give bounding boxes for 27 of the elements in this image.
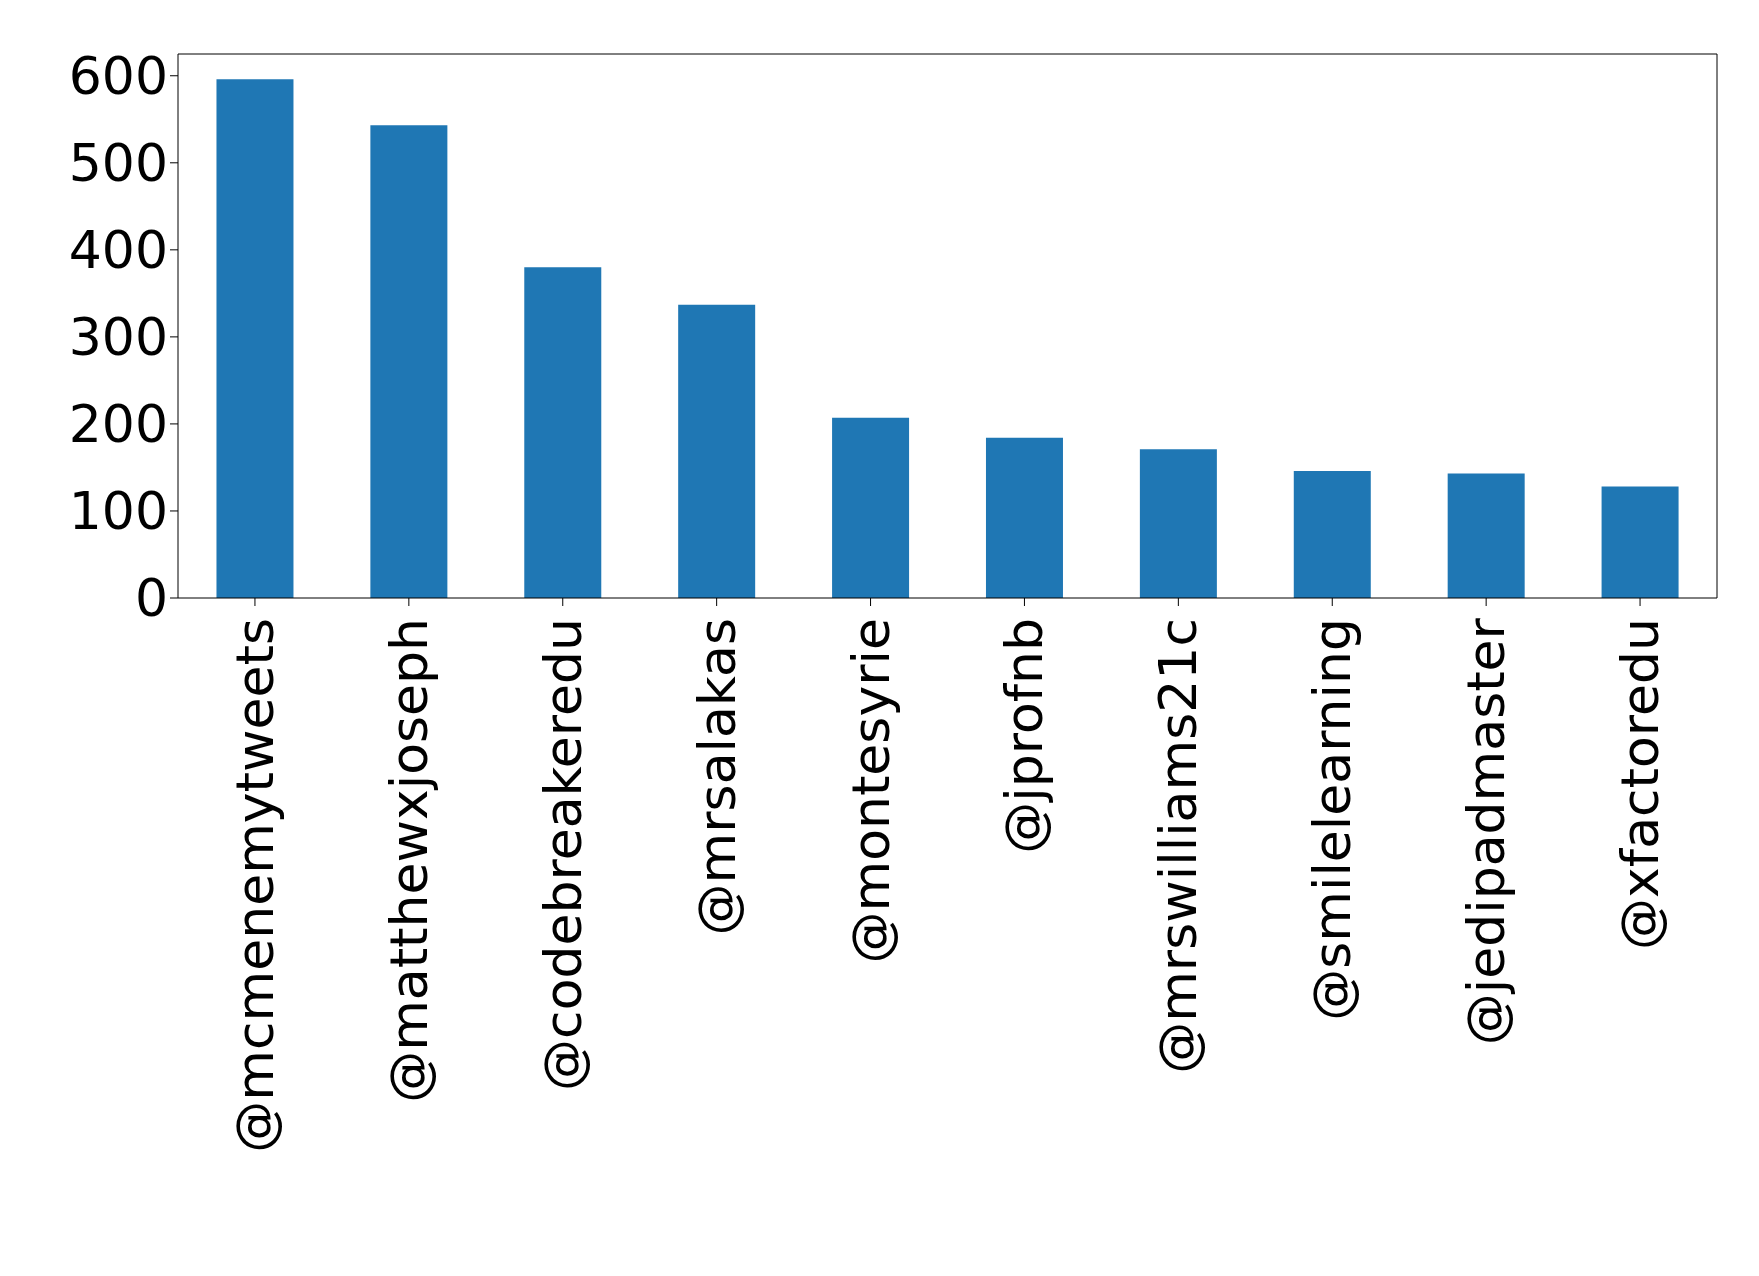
x-tick-label: @matthewxjoseph <box>378 618 439 1103</box>
x-tick-label: @mrswilliams21c <box>1148 618 1209 1074</box>
y-tick-label: 500 <box>68 133 168 194</box>
bar <box>678 304 756 598</box>
bar <box>1601 486 1679 598</box>
x-tick-label: @codebreakeredu <box>532 618 593 1091</box>
x-tick-label: @mrsalakas <box>686 618 747 936</box>
bar <box>1447 473 1525 598</box>
bar <box>832 417 910 598</box>
y-tick-label: 200 <box>68 394 168 455</box>
x-tick-label: @xfactoredu <box>1610 618 1671 950</box>
bar <box>524 267 602 598</box>
y-tick-label: 400 <box>68 220 168 281</box>
bar <box>216 79 294 598</box>
y-tick-label: 100 <box>68 481 168 542</box>
bar <box>370 125 448 598</box>
x-tick-label: @jprofnb <box>994 618 1055 854</box>
y-tick-label: 600 <box>68 46 168 107</box>
y-tick-label: 300 <box>68 307 168 368</box>
bar <box>1139 449 1217 598</box>
bar <box>985 437 1063 598</box>
x-tick-label: @jedipadmaster <box>1456 617 1517 1046</box>
x-tick-label: @montesyrie <box>840 618 901 964</box>
y-tick-label: 0 <box>134 568 168 629</box>
bar <box>1293 470 1371 598</box>
x-tick-label: @mcmenemytweets <box>224 618 285 1153</box>
x-tick-label: @smilelearning <box>1302 618 1363 1021</box>
